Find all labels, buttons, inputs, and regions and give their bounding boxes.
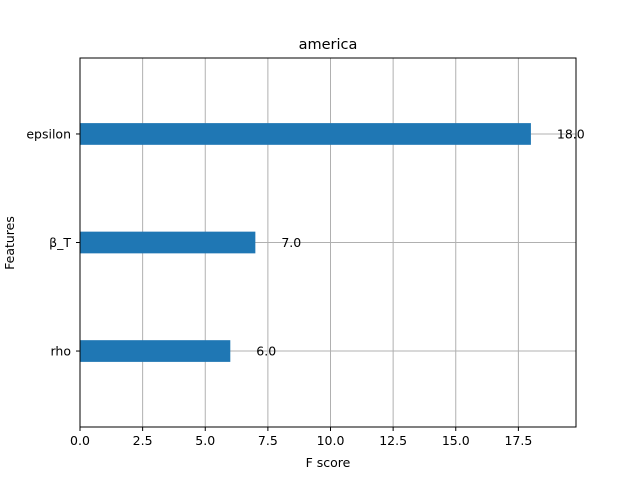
chart-title: america — [299, 37, 358, 53]
value-label: 18.0 — [557, 126, 585, 141]
y-tick-label: rho — [51, 344, 72, 359]
bar-1 — [80, 231, 256, 254]
axis-ticks: 0.0 2.5 5.0 7.5 10.0 12.5 15.0 17.5 rho β_T epsilo… — [26, 126, 532, 448]
bar-0 — [80, 340, 231, 362]
x-axis-label: F score — [306, 455, 351, 470]
x-tick-label: 7.5 — [258, 433, 278, 448]
x-tick-label: 2.5 — [133, 433, 153, 448]
x-tick-label: 12.5 — [379, 433, 407, 448]
y-axis-label: Features — [2, 216, 17, 270]
bar-2 — [80, 123, 531, 145]
x-tick-label: 17.5 — [504, 433, 532, 448]
y-tick-label: β_T — [49, 235, 71, 250]
value-label: 7.0 — [281, 235, 301, 250]
x-tick-label: 10.0 — [317, 433, 345, 448]
value-labels: 6.0 7.0 18.0 — [256, 126, 584, 358]
x-tick-label: 0.0 — [70, 433, 90, 448]
value-label: 6.0 — [256, 344, 276, 359]
bars — [80, 123, 531, 362]
x-tick-label: 15.0 — [442, 433, 470, 448]
x-tick-label: 5.0 — [195, 433, 215, 448]
y-tick-label: epsilon — [26, 126, 71, 141]
